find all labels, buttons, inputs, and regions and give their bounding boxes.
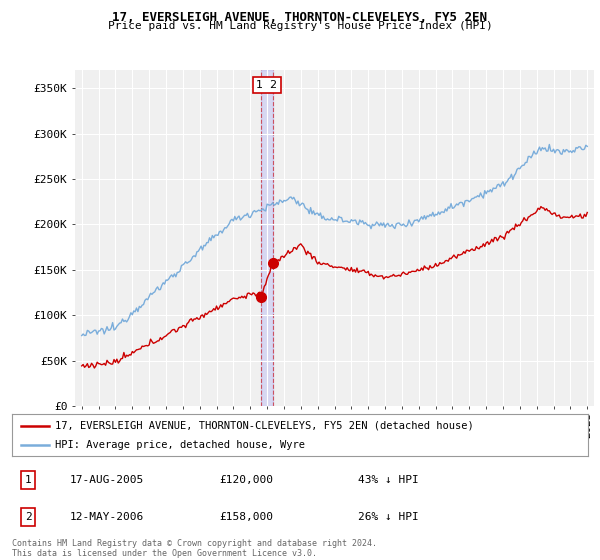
Text: 17-AUG-2005: 17-AUG-2005 [70, 475, 144, 484]
Text: Contains HM Land Registry data © Crown copyright and database right 2024.
This d: Contains HM Land Registry data © Crown c… [12, 539, 377, 558]
Text: 1  2: 1 2 [256, 80, 278, 90]
Text: 1: 1 [25, 475, 32, 484]
Text: Price paid vs. HM Land Registry's House Price Index (HPI): Price paid vs. HM Land Registry's House … [107, 21, 493, 31]
Text: 2: 2 [25, 512, 32, 522]
Text: 26% ↓ HPI: 26% ↓ HPI [358, 512, 418, 522]
Text: £120,000: £120,000 [220, 475, 274, 484]
Text: 17, EVERSLEIGH AVENUE, THORNTON-CLEVELEYS, FY5 2EN: 17, EVERSLEIGH AVENUE, THORNTON-CLEVELEY… [113, 11, 487, 24]
Bar [260, 70, 274, 406]
Text: 12-MAY-2006: 12-MAY-2006 [70, 512, 144, 522]
Text: 17, EVERSLEIGH AVENUE, THORNTON-CLEVELEYS, FY5 2EN (detached house): 17, EVERSLEIGH AVENUE, THORNTON-CLEVELEY… [55, 421, 474, 431]
Text: £158,000: £158,000 [220, 512, 274, 522]
Text: HPI: Average price, detached house, Wyre: HPI: Average price, detached house, Wyre [55, 440, 305, 450]
Text: 43% ↓ HPI: 43% ↓ HPI [358, 475, 418, 484]
